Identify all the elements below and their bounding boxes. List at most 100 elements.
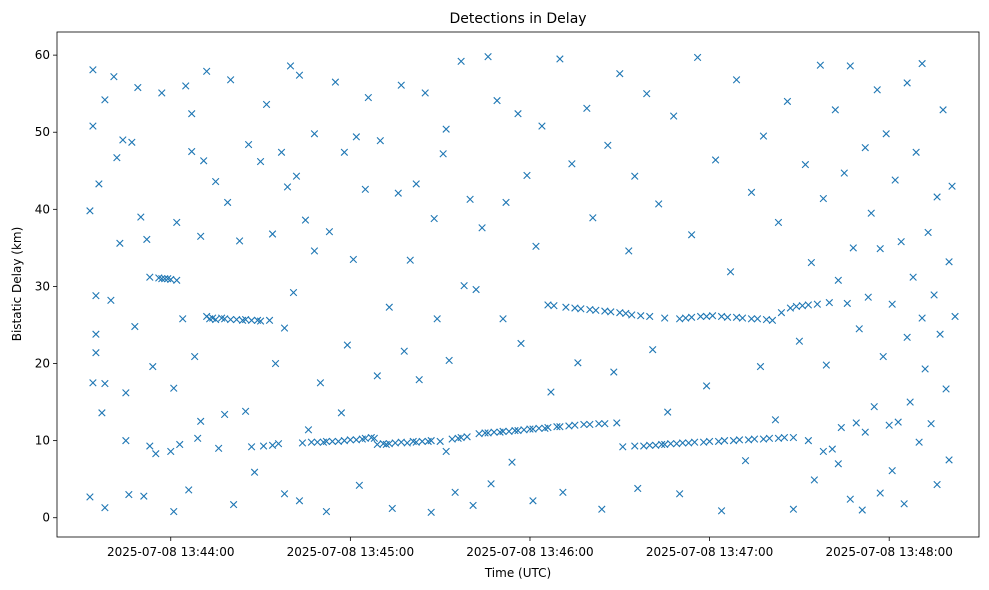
data-point <box>334 437 343 446</box>
data-point <box>888 467 896 475</box>
data-point <box>640 442 648 450</box>
data-point <box>325 227 334 236</box>
data-point <box>89 379 97 387</box>
data-point <box>771 416 780 424</box>
data-point <box>672 440 681 448</box>
data-point <box>442 125 450 133</box>
data-point <box>840 169 848 177</box>
data-point <box>915 438 923 446</box>
data-point <box>861 143 869 152</box>
data-point <box>774 218 783 227</box>
data-point <box>158 275 166 283</box>
data-point <box>909 273 917 281</box>
data-point <box>655 200 663 208</box>
data-point <box>571 421 579 429</box>
data-point <box>199 157 208 165</box>
data-point <box>427 436 435 445</box>
data-point <box>286 62 295 70</box>
data-point <box>750 435 759 443</box>
data-point <box>547 388 555 396</box>
data-point <box>235 237 244 245</box>
data-point <box>663 408 672 416</box>
data-point <box>146 273 154 281</box>
data-point <box>391 439 399 447</box>
data-point <box>762 315 771 324</box>
data-point <box>439 150 447 158</box>
data-point <box>942 385 950 393</box>
data-point <box>241 315 250 324</box>
data-point <box>876 489 884 497</box>
data-point <box>538 122 546 130</box>
data-point <box>101 379 109 388</box>
data-point <box>879 352 887 361</box>
data-point <box>681 314 690 322</box>
data-point <box>116 239 124 247</box>
data-point <box>613 419 621 427</box>
y-tick-label: 0 <box>42 511 50 525</box>
data-point <box>211 315 220 324</box>
data-point <box>499 315 507 323</box>
data-point <box>301 216 310 224</box>
data-point <box>322 507 331 516</box>
data-point <box>529 425 537 433</box>
data-point <box>397 81 405 89</box>
data-point <box>89 122 97 130</box>
data-point <box>690 438 699 446</box>
data-point <box>604 141 612 150</box>
data-point <box>646 441 654 449</box>
data-point <box>586 305 594 314</box>
data-point <box>720 436 729 445</box>
data-point <box>574 359 582 367</box>
data-point <box>140 492 148 500</box>
data-point <box>888 300 896 308</box>
data-point <box>457 57 465 65</box>
data-point <box>568 160 576 168</box>
data-point <box>211 177 220 186</box>
data-point <box>188 147 196 156</box>
data-point <box>738 314 747 322</box>
data-point <box>418 437 426 446</box>
data-point <box>873 86 881 94</box>
data-point <box>669 112 678 120</box>
data-point <box>526 425 534 433</box>
data-point <box>322 437 331 446</box>
data-point <box>616 308 624 317</box>
data-point <box>481 429 489 437</box>
data-point <box>119 136 127 144</box>
data-point <box>529 497 537 505</box>
data-point <box>514 110 522 118</box>
data-point <box>86 207 94 215</box>
data-point <box>313 438 322 446</box>
data-point <box>900 500 908 508</box>
data-point <box>777 308 786 317</box>
data-point <box>415 376 423 384</box>
data-point <box>687 313 696 321</box>
data-point <box>337 409 346 417</box>
data-point <box>523 171 531 180</box>
data-point <box>131 322 139 331</box>
data-point <box>448 435 456 443</box>
data-point <box>903 79 911 87</box>
data-point <box>310 130 319 138</box>
data-point <box>229 500 238 509</box>
data-point <box>436 437 444 446</box>
y-axis: 0 10 20 30 40 50 60 <box>35 48 57 525</box>
data-point <box>565 422 573 430</box>
data-point <box>792 302 801 311</box>
data-point <box>328 437 337 446</box>
data-point <box>864 293 872 301</box>
data-point <box>571 304 579 312</box>
data-point <box>161 275 169 283</box>
data-point <box>855 325 863 333</box>
data-point <box>610 368 618 376</box>
data-point <box>951 312 959 321</box>
data-point <box>657 440 666 449</box>
data-point <box>693 53 702 62</box>
data-point <box>397 438 405 446</box>
data-point <box>660 440 669 449</box>
data-point <box>493 96 501 105</box>
data-point <box>262 100 271 109</box>
data-point <box>364 93 373 102</box>
data-point <box>182 82 190 90</box>
data-point <box>149 362 157 371</box>
